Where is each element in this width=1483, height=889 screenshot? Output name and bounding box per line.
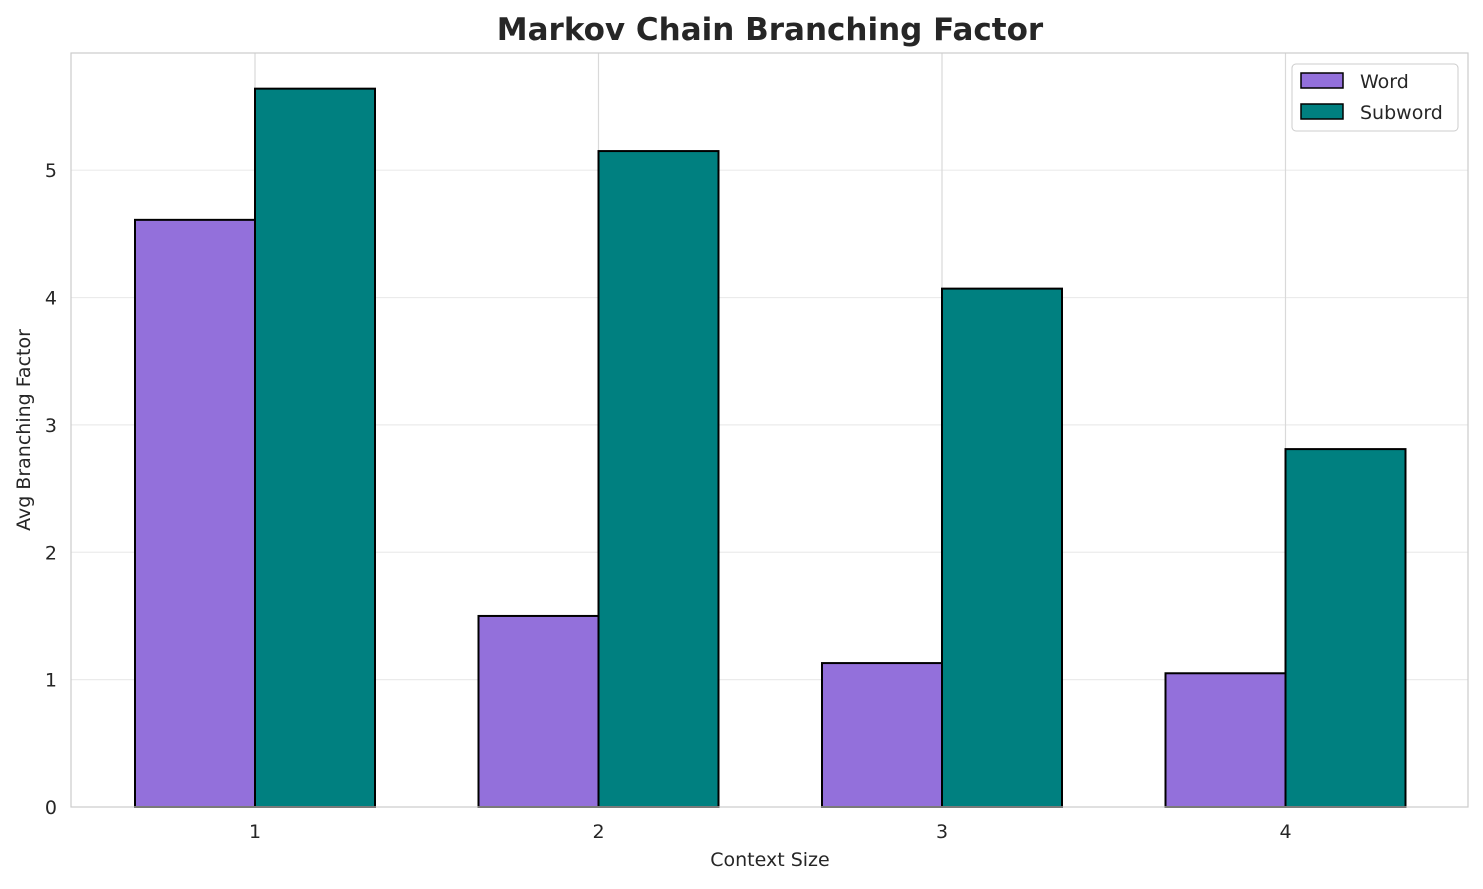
y-tick-label: 5: [45, 160, 57, 182]
legend-swatch-subword: [1300, 103, 1344, 120]
x-tick-label: 2: [592, 821, 604, 843]
y-tick-label: 4: [45, 288, 57, 310]
x-tick-label: 3: [936, 821, 948, 843]
bar-word-4: [1164, 672, 1287, 809]
bar-subword-1: [254, 87, 376, 808]
y-tick-label: 0: [45, 797, 57, 819]
bars: [134, 87, 1407, 809]
bar-word-3: [821, 662, 943, 808]
bar-subword-4: [1284, 448, 1407, 808]
x-tick-label: 1: [249, 821, 261, 843]
bar-subword-3: [941, 287, 1063, 808]
y-tick-label: 3: [45, 415, 57, 437]
y-tick-label: 1: [45, 670, 57, 692]
tick-labels: 0 1 2 3 4 5 1 2 3 4: [45, 160, 1292, 843]
legend-label-word: Word: [1360, 71, 1409, 93]
x-tick-label: 4: [1279, 821, 1291, 843]
legend: Word Subword: [1291, 63, 1459, 132]
bar-word-2: [477, 614, 600, 808]
bar-word-1: [134, 218, 256, 809]
plot-frame: [70, 52, 1469, 808]
legend-swatch-word: [1300, 72, 1344, 89]
y-axis-label: Avg Branching Factor: [13, 329, 35, 531]
x-axis-label: Context Size: [710, 849, 829, 871]
legend-label-subword: Subword: [1360, 102, 1443, 124]
chart-title: Markov Chain Branching Factor: [497, 12, 1044, 48]
y-tick-label: 2: [45, 542, 57, 564]
bar-subword-2: [597, 150, 720, 809]
